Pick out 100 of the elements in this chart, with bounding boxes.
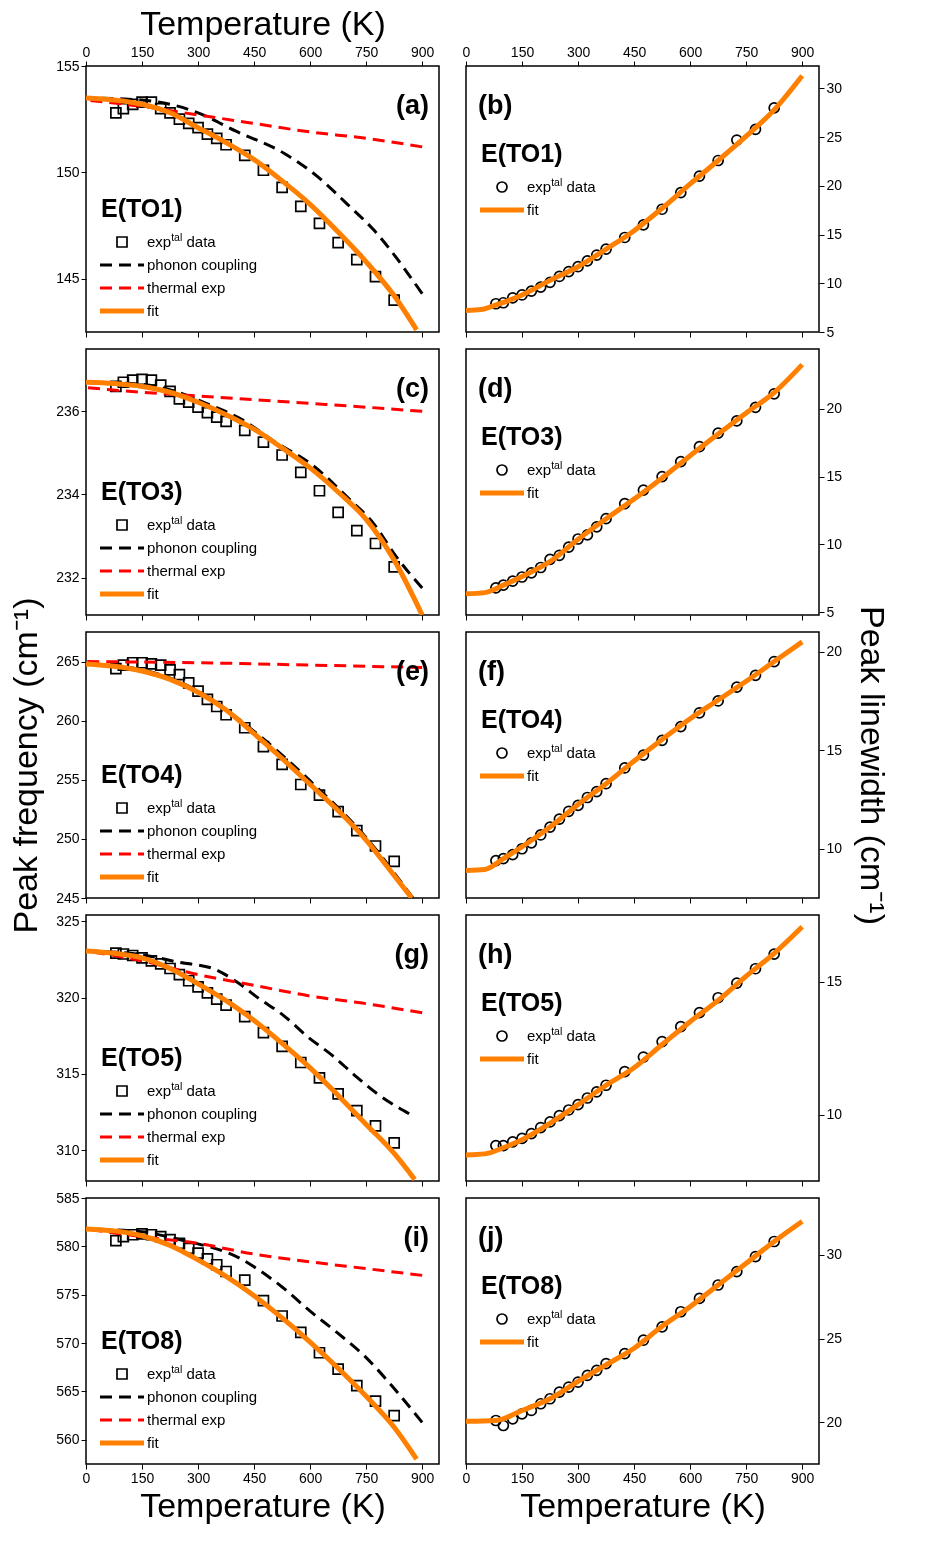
y-tick-label: 20	[826, 643, 843, 660]
y-tick-label: 260	[56, 712, 80, 729]
text: (i)	[403, 1222, 429, 1252]
point	[145, 658, 158, 670]
legend-title: E(TO3)	[481, 422, 563, 450]
point	[110, 1234, 122, 1247]
y-tick-label: 10	[826, 1106, 843, 1122]
text: (e)	[396, 656, 429, 686]
point	[294, 466, 307, 479]
text: (h)	[478, 939, 513, 969]
legend-label: fit	[147, 868, 160, 885]
legend-label: phonon coupling	[147, 1388, 258, 1405]
x2-tick-label: 900	[791, 43, 815, 60]
y-tick-label: 325	[56, 912, 80, 929]
legend-label: fit	[527, 1333, 540, 1350]
legend-title: E(TO3)	[101, 477, 183, 505]
x2-tick-label: 0	[462, 43, 471, 60]
point	[164, 962, 176, 975]
y-tick-label: 20	[826, 1413, 843, 1430]
point	[388, 1409, 401, 1422]
x-tick-label: 450	[242, 1469, 267, 1486]
x2-tick-label: 0	[82, 43, 91, 60]
legend-label: exp$^{tal}$ data	[527, 176, 597, 195]
point	[110, 106, 122, 119]
legend-title: E(TO4)	[101, 760, 183, 788]
x2-tick-label: 750	[354, 43, 379, 60]
legend-label: fit	[147, 1434, 160, 1451]
point	[110, 662, 122, 675]
text: (f)	[478, 656, 505, 686]
point	[332, 506, 344, 519]
y-tick-label: 580	[56, 1237, 80, 1254]
point	[388, 560, 401, 573]
legend-label: exp$^{tal}$ data	[147, 1363, 217, 1382]
point	[238, 1274, 251, 1287]
legend-title: E(TO5)	[481, 988, 563, 1016]
y-tick-label: 15	[826, 973, 843, 989]
x2-tick-label: 600	[298, 43, 323, 60]
legend-label: thermal exp	[147, 279, 226, 296]
legend-label: exp$^{tal}$ data	[147, 1080, 217, 1099]
text: (j)	[478, 1222, 504, 1252]
point	[192, 121, 204, 134]
legend-label: fit	[147, 585, 160, 602]
point	[294, 1056, 307, 1069]
legend-title: E(TO5)	[101, 1043, 183, 1071]
y-tick-label: 20	[826, 177, 843, 194]
y-tick-label: 25	[826, 1330, 843, 1347]
y-tick-label: 245	[56, 889, 80, 906]
y-tick-label: 15	[826, 741, 843, 758]
point	[350, 524, 363, 537]
legend-label: fit	[147, 302, 160, 319]
x-tick-label: 750	[734, 1469, 759, 1486]
x-tick-label: 150	[510, 1469, 535, 1486]
x2-tick-label: 900	[411, 43, 435, 60]
legend-title: E(TO4)	[481, 705, 563, 733]
y-tick-label: 10	[826, 535, 843, 552]
y-tick-label: 320	[56, 989, 80, 1006]
x2-tick-label: 150	[510, 43, 535, 60]
y-tick-label: 15	[826, 468, 843, 485]
legend-title: E(TO1)	[101, 194, 183, 222]
legend-label: thermal exp	[147, 1128, 226, 1145]
y-tick-label: 575	[56, 1286, 80, 1303]
text: (g)	[394, 939, 429, 969]
y-tick-label: 30	[826, 79, 843, 96]
y-tick-label: 234	[56, 485, 80, 502]
x-tick-label: 150	[130, 1469, 155, 1486]
y-tick-label: 150	[56, 163, 80, 180]
y-tick-label: 560	[56, 1431, 80, 1448]
y-tick-label: 255	[56, 771, 80, 788]
point	[238, 721, 251, 734]
y-tick-label: 236	[56, 402, 80, 419]
legend-label: exp$^{tal}$ data	[527, 742, 597, 761]
point	[313, 484, 326, 497]
y-tick-label: 10	[826, 840, 843, 857]
x-tick-label: 600	[678, 1469, 703, 1486]
legend-label: phonon coupling	[147, 822, 258, 839]
legend-title: E(TO8)	[101, 1326, 183, 1354]
legend-label: exp$^{tal}$ data	[527, 1308, 597, 1327]
legend-label: thermal exp	[147, 845, 226, 862]
legend-label: fit	[527, 484, 540, 501]
y-tick-label: 5	[826, 603, 835, 620]
y-tick-label: 565	[56, 1382, 80, 1399]
legend-label: fit	[527, 767, 540, 784]
point	[154, 102, 167, 115]
legend-label: thermal exp	[147, 1411, 226, 1428]
legend-title: E(TO8)	[481, 1271, 563, 1299]
point	[497, 1419, 510, 1432]
legend-label: fit	[527, 201, 540, 218]
legend-label: exp$^{tal}$ data	[527, 459, 597, 478]
point	[388, 1136, 401, 1149]
y-tick-label: 315	[56, 1065, 80, 1082]
point	[369, 270, 382, 283]
x2-tick-label: 450	[622, 43, 647, 60]
y-axis-title: Peak frequency (cm⁻¹)	[6, 597, 45, 934]
y-tick-label: 232	[56, 569, 80, 586]
point	[350, 1104, 363, 1117]
point	[332, 236, 344, 249]
point	[276, 1040, 288, 1053]
text: (b)	[478, 90, 513, 120]
legend-label: exp$^{tal}$ data	[147, 797, 217, 816]
text: (a)	[396, 90, 429, 120]
